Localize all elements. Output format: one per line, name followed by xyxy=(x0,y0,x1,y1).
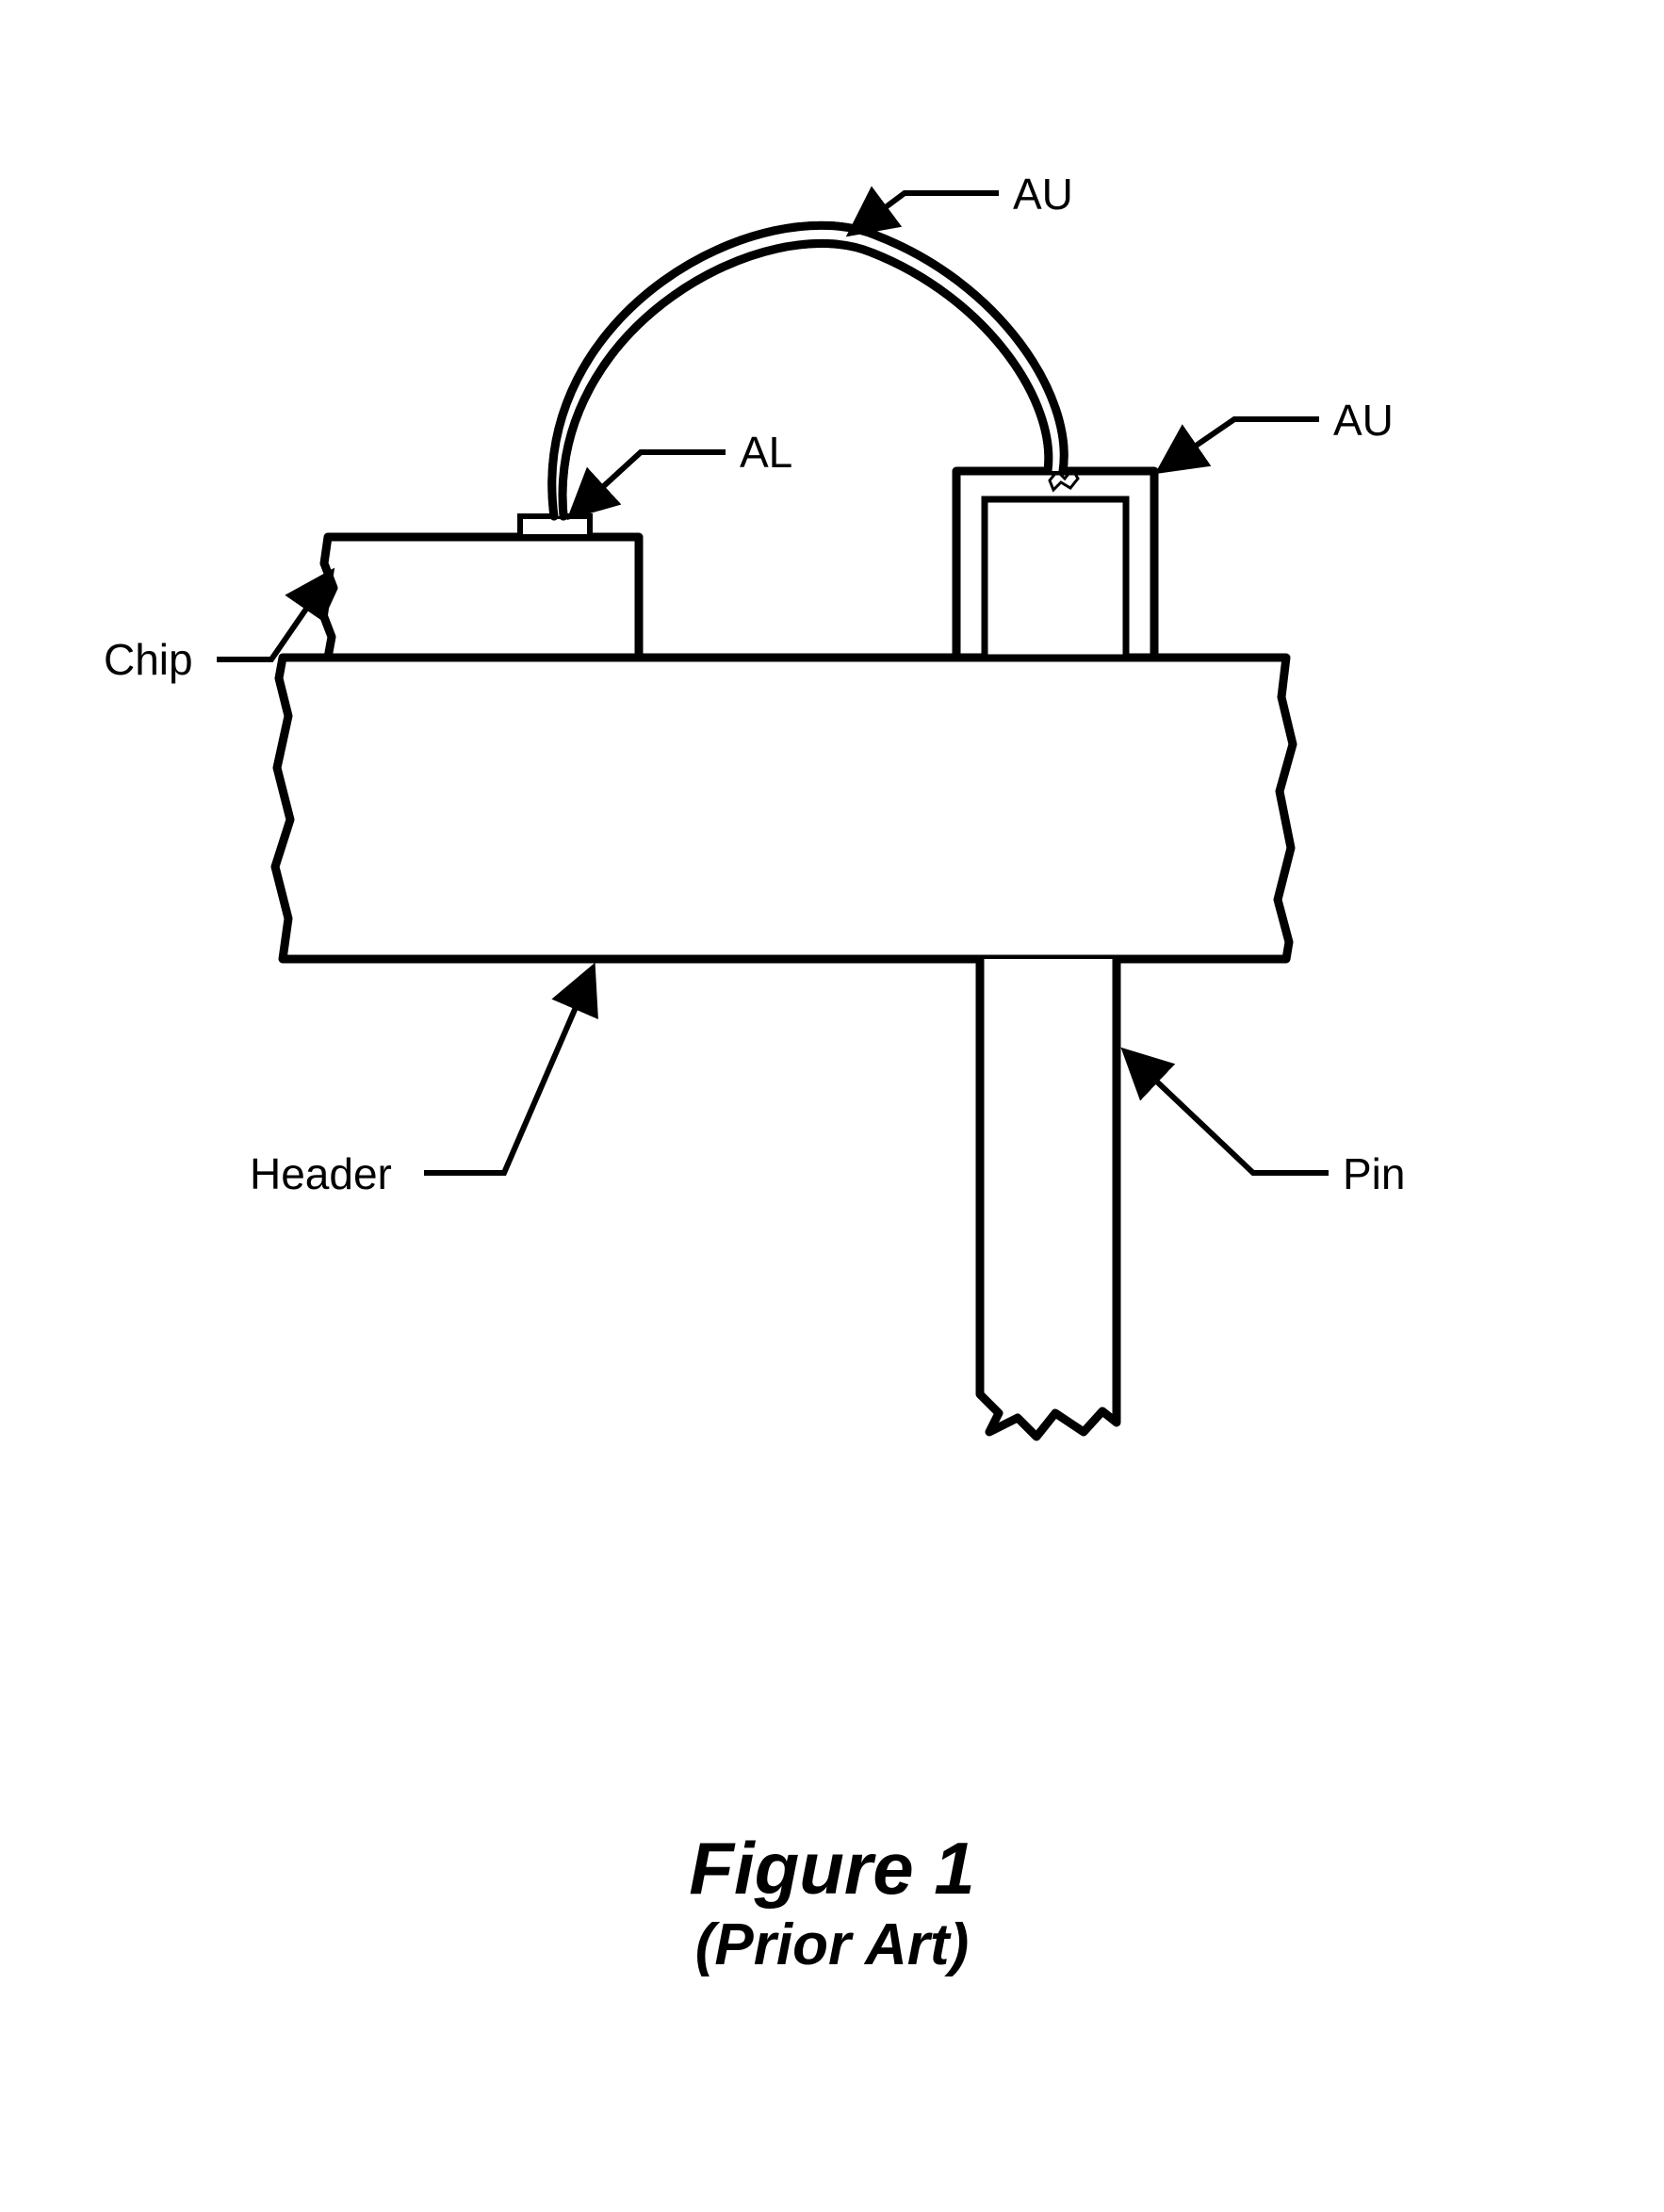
pin-bottom-shape xyxy=(980,959,1117,1437)
label-au-top: AU xyxy=(1013,170,1073,219)
leader-au-top: AU xyxy=(853,170,1073,232)
label-au-right: AU xyxy=(1333,396,1394,445)
figure-caption: Figure 1 (Prior Art) xyxy=(689,1827,974,1977)
caption-line1: Figure 1 xyxy=(689,1827,974,1910)
chip-shape xyxy=(322,537,639,658)
label-pin: Pin xyxy=(1343,1149,1405,1198)
label-header: Header xyxy=(250,1149,392,1198)
leader-pin: Pin xyxy=(1127,1053,1405,1198)
pin-top-shape xyxy=(985,499,1126,658)
leader-au-right: AU xyxy=(1162,396,1394,469)
figure-svg: AU AU AL Chip Header Pin Figure 1 (Prior… xyxy=(0,0,1664,2212)
leader-al: AL xyxy=(573,428,792,514)
label-al: AL xyxy=(740,428,792,477)
caption-line2: (Prior Art) xyxy=(695,1912,969,1977)
label-chip: Chip xyxy=(104,635,193,684)
header-shape xyxy=(275,658,1293,959)
leader-header: Header xyxy=(250,970,592,1198)
